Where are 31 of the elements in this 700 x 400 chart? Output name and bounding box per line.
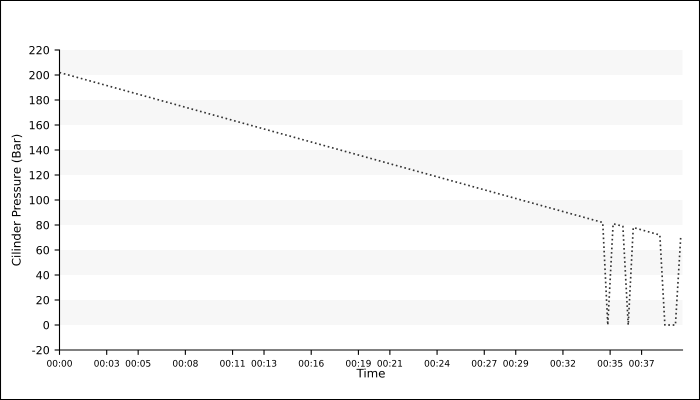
y-tick-label: 60 [36, 246, 50, 254]
x-tick-label: 00:21 [377, 360, 402, 367]
y-tick-label: 200 [29, 70, 50, 80]
y-axis-title: Cilinder Pressure (Bar) [12, 134, 22, 266]
x-tick-label: 00:16 [298, 360, 324, 367]
y-tick-label: 0 [43, 320, 50, 330]
y-tick-label: 140 [30, 146, 50, 154]
y-tick-label: 180 [30, 96, 50, 104]
y-tick-label: 100 [30, 196, 50, 204]
x-tick-label: 00:05 [126, 360, 150, 367]
x-tick-label: 00:08 [172, 360, 198, 367]
x-tick-label: 00:27 [472, 360, 497, 367]
line-series [60, 72, 682, 326]
y-tick-label: 120 [30, 170, 50, 180]
x-tick-label: 00:29 [503, 360, 528, 367]
y-tick-label: -20 [32, 346, 50, 354]
x-tick-label: 00:24 [424, 360, 450, 367]
x-tick-label: 00:32 [550, 360, 576, 367]
y-tick-label: 220 [29, 46, 50, 54]
y-tick-label: 160 [30, 120, 50, 130]
x-tick-label: 00:19 [346, 360, 371, 367]
y-tick-label: 80 [36, 220, 50, 230]
y-tick-label: 40 [36, 270, 50, 280]
x-tick-label: 00:13 [252, 360, 276, 367]
x-tick-label: 00:35 [598, 360, 622, 367]
x-tick-label: 00:37 [629, 360, 654, 367]
x-axis-title: Time [356, 368, 385, 378]
x-tick-label: 00:03 [94, 360, 119, 367]
x-tick-label: 00:11 [220, 360, 245, 367]
y-tick-label: 20 [36, 296, 50, 304]
x-tick-label: 00:00 [47, 360, 72, 367]
